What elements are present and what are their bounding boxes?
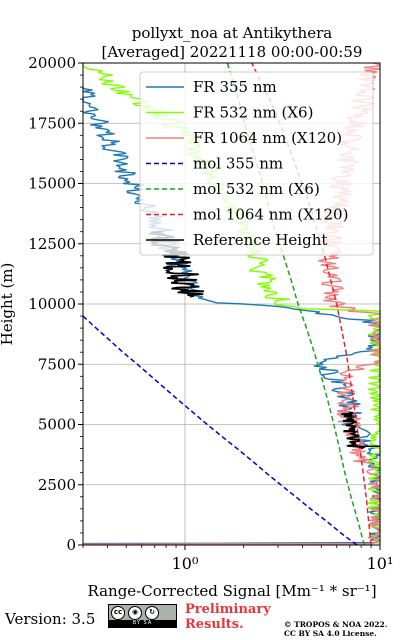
y-tick-label: 12500 [28,235,76,253]
y-tick-label: 0 [66,536,76,554]
legend: FR 355 nm FR 532 nm (X6) FR 1064 nm (X120)… [139,71,374,256]
series-line-1 [82,87,381,545]
prelim-line1: Preliminary [185,602,271,617]
legend-label: FR 532 nm (X6) [193,104,313,122]
y-tick-label: 10000 [28,295,76,313]
legend-label: mol 355 nm [193,155,283,173]
cc-badge-label: BY SA [109,620,176,627]
y-tick-label: 15000 [28,175,76,193]
y-tick-label: 17500 [28,114,76,132]
y-tick-label: 5000 [38,416,76,434]
y-axis-label: Height (m) [0,263,16,346]
preliminary-note: Preliminary Results. [185,602,271,632]
reference-height-line-1064 [341,411,366,450]
axis-ticks: 0 2500 5000 7500 10000 12500 15000 17500 20000 10… [28,54,393,573]
legend-label: mol 1064 nm (X120) [193,206,348,224]
x-axis-label: Range-Corrected Signal [Mm⁻¹ * sr⁻¹] [87,582,376,600]
legend-label: Reference Height [193,231,327,249]
cc-icon: cc [111,606,125,620]
chart-title-line2: [Averaged] 20221118 00:00-00:59 [102,43,363,61]
x-tick-label: 10¹ [367,554,394,573]
copyright-line1: © TROPOS & NOA 2022. [284,620,388,629]
copyright-line2: CC BY SA 4.0 License. [284,629,377,638]
legend-box [139,71,374,256]
legend-label: FR 1064 nm (X120) [193,129,342,147]
cc-license-badge[interactable]: cc ◉ ↻ BY SA [108,604,177,628]
legend-label: mol 532 nm (X6) [193,180,320,198]
copyright-note: © TROPOS & NOA 2022. CC BY SA 4.0 Licens… [284,620,387,638]
by-icon: ◉ [128,606,142,620]
series-line-4 [82,315,358,546]
x-tick-label: 10⁰ [172,554,199,573]
sa-icon: ↻ [145,606,159,620]
chart-title-line1: pollyxt_noa at Antikythera [132,24,332,42]
y-tick-label: 2500 [38,476,76,494]
legend-label: FR 355 nm [193,78,277,96]
prelim-line2: Results. [185,617,244,632]
y-tick-label: 20000 [28,54,76,72]
y-tick-label: 7500 [38,355,76,373]
version-label: Version: 3.5 [5,610,96,628]
